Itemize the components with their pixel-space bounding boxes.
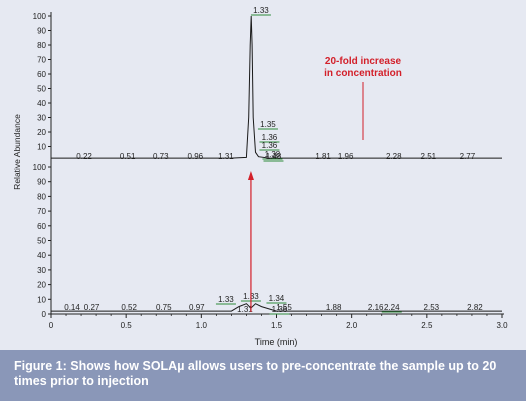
x-tick-label: 0 <box>49 321 54 330</box>
upper-trace-line <box>51 15 502 159</box>
upper-y-tick-label: 10 <box>37 143 46 152</box>
y-axis-label: Relative Abundance <box>12 114 22 190</box>
upper-peak-label: 1.38 <box>265 150 281 159</box>
upper-peak-label: 2.77 <box>460 152 476 161</box>
upper-y-tick-label: 60 <box>37 70 46 79</box>
upper-peak-label: 1.31 <box>218 152 234 161</box>
lower-peak-label: 1.33 <box>218 295 234 304</box>
lower-y-tick-label: 0 <box>42 310 47 319</box>
upper-peak-label: 0.22 <box>76 152 92 161</box>
upper-y-tick-label: 50 <box>37 85 46 94</box>
lower-peak-label: 2.16 <box>368 303 384 312</box>
lower-peak-label: 1.88 <box>326 303 342 312</box>
upper-peak-label: 0.73 <box>153 152 169 161</box>
lower-y-tick-label: 90 <box>37 178 46 187</box>
lower-y-tick-label: 100 <box>33 163 47 172</box>
lower-peak-label: 2.82 <box>467 303 483 312</box>
lower-y-tick-label: 20 <box>37 281 46 290</box>
upper-peak-label: 1.36 <box>262 133 278 142</box>
upper-y-tick-label: 80 <box>37 41 46 50</box>
lower-peak-label: 1.31 <box>237 305 253 314</box>
lower-y-tick-label: 40 <box>37 251 46 260</box>
upper-peak-label: 2.51 <box>421 152 437 161</box>
lower-peak-label: 0.27 <box>84 303 100 312</box>
upper-y-tick-label: 20 <box>37 128 46 137</box>
upper-peak-label: 1.81 <box>315 152 331 161</box>
upper-peak-label: 1.96 <box>338 152 354 161</box>
lower-y-tick-label: 80 <box>37 192 46 201</box>
upper-peak-label: 1.33 <box>253 6 269 15</box>
upper-y-tick-label: 30 <box>37 114 46 123</box>
annotation-line-1: 20-fold increase <box>325 56 402 67</box>
lower-peak-label: 0.75 <box>156 303 172 312</box>
lower-peak-label: 1.36 <box>272 305 288 314</box>
upper-peak-label: 2.28 <box>386 152 402 161</box>
x-tick-label: 2.0 <box>346 321 358 330</box>
upper-peak-label: 1.35 <box>260 120 276 129</box>
lower-peak-label: 0.14 <box>64 303 80 312</box>
upper-peak-label: 0.96 <box>188 152 204 161</box>
upper-y-tick-label: 90 <box>37 27 46 36</box>
lower-y-tick-label: 10 <box>37 295 46 304</box>
upper-y-tick-label: 70 <box>37 56 46 65</box>
lower-y-tick-label: 60 <box>37 222 46 231</box>
upper-y-tick-label: 100 <box>33 12 47 21</box>
x-tick-label: 1.5 <box>271 321 283 330</box>
x-tick-label: 1.0 <box>196 321 208 330</box>
figure-caption: Figure 1: Shows how SOLAµ allows users t… <box>0 350 526 401</box>
lower-y-tick-label: 70 <box>37 207 46 216</box>
x-axis-label: Time (min) <box>255 337 298 347</box>
lower-y-tick-label: 50 <box>37 237 46 246</box>
annotation-line-2: in concentration <box>324 68 402 79</box>
lower-peak-label: 0.97 <box>189 303 205 312</box>
lower-peak-label: 1.55 <box>276 303 292 312</box>
lower-peak-label: 2.24 <box>384 303 400 312</box>
x-tick-label: 0.5 <box>121 321 133 330</box>
upper-peak-label: 1.36 <box>262 141 278 150</box>
x-tick-label: 3.0 <box>496 321 508 330</box>
lower-peak-label: 1.34 <box>269 294 285 303</box>
x-tick-label: 2.5 <box>421 321 433 330</box>
lower-peak-label: 0.52 <box>121 303 137 312</box>
upper-peak-label: 1.48 <box>266 152 282 161</box>
annotation-arrow-head <box>247 171 254 180</box>
chromatogram-chart: Relative Abundance Time (min) 20-fold in… <box>12 6 508 347</box>
upper-peak-label: 0.51 <box>120 152 136 161</box>
lower-y-tick-label: 30 <box>37 266 46 275</box>
lower-peak-label: 2.53 <box>424 303 440 312</box>
upper-y-tick-label: 40 <box>37 99 46 108</box>
